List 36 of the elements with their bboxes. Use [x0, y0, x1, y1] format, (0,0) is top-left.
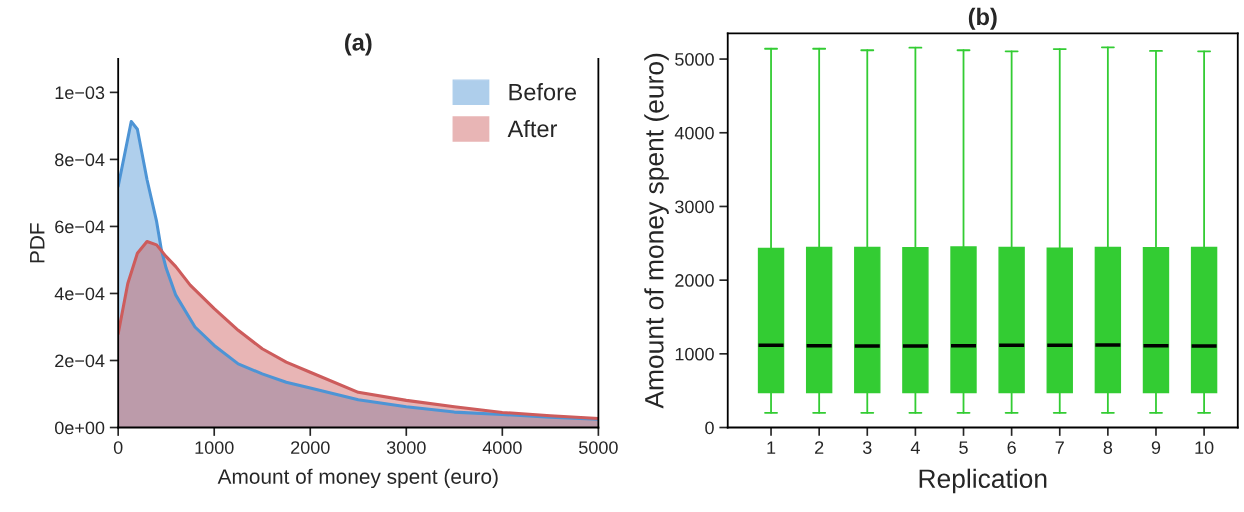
x-tick-label: 1000 [195, 441, 234, 454]
y-tick-label: 6e−04 [55, 220, 105, 234]
x-tick-label: 4000 [482, 441, 522, 454]
x-axis-title: Amount of money spent (euro) [217, 468, 498, 489]
y-tick-label: 0 [705, 421, 714, 435]
y-axis-title: Amount of money spent (euro) [644, 53, 669, 409]
chart-title: (b) [968, 7, 997, 30]
x-tick-label: 7 [1055, 441, 1064, 454]
x-tick-label: 9 [1151, 441, 1161, 454]
y-tick-label: 2000 [675, 274, 714, 287]
y-axis-title: PDF [30, 223, 45, 263]
y-tick-label: 5000 [675, 53, 714, 66]
y-tick-label: 1000 [675, 347, 714, 361]
x-tick-label: 5000 [579, 441, 618, 454]
x-axis-title: Replication [919, 468, 1047, 494]
x-tick-label: 1 [767, 441, 776, 454]
y-tick-label: 0e+00 [54, 421, 105, 435]
x-tick-label: 3 [862, 441, 872, 454]
legend-label: Before [509, 83, 577, 101]
x-tick-label: 2 [815, 441, 824, 454]
y-tick-label: 4000 [674, 126, 714, 140]
y-tick-label: 4e−04 [54, 287, 105, 301]
x-tick-label: 0 [113, 441, 123, 454]
x-tick-label: 5 [959, 441, 968, 454]
y-tick-label: 2e−04 [55, 354, 105, 368]
y-tick-label: 3000 [675, 200, 714, 214]
y-tick-label: 8e−04 [55, 153, 105, 167]
x-tick-label: 2000 [291, 441, 330, 454]
x-tick-label: 6 [1007, 441, 1016, 454]
x-tick-label: 8 [1103, 441, 1113, 454]
y-tick-label: 1e−03 [55, 86, 105, 100]
x-tick-label: 4 [910, 441, 920, 454]
x-tick-label: 10 [1195, 441, 1214, 454]
legend-label: After [507, 119, 558, 138]
chart-title: (a) [345, 33, 372, 56]
x-tick-label: 3000 [386, 441, 426, 454]
